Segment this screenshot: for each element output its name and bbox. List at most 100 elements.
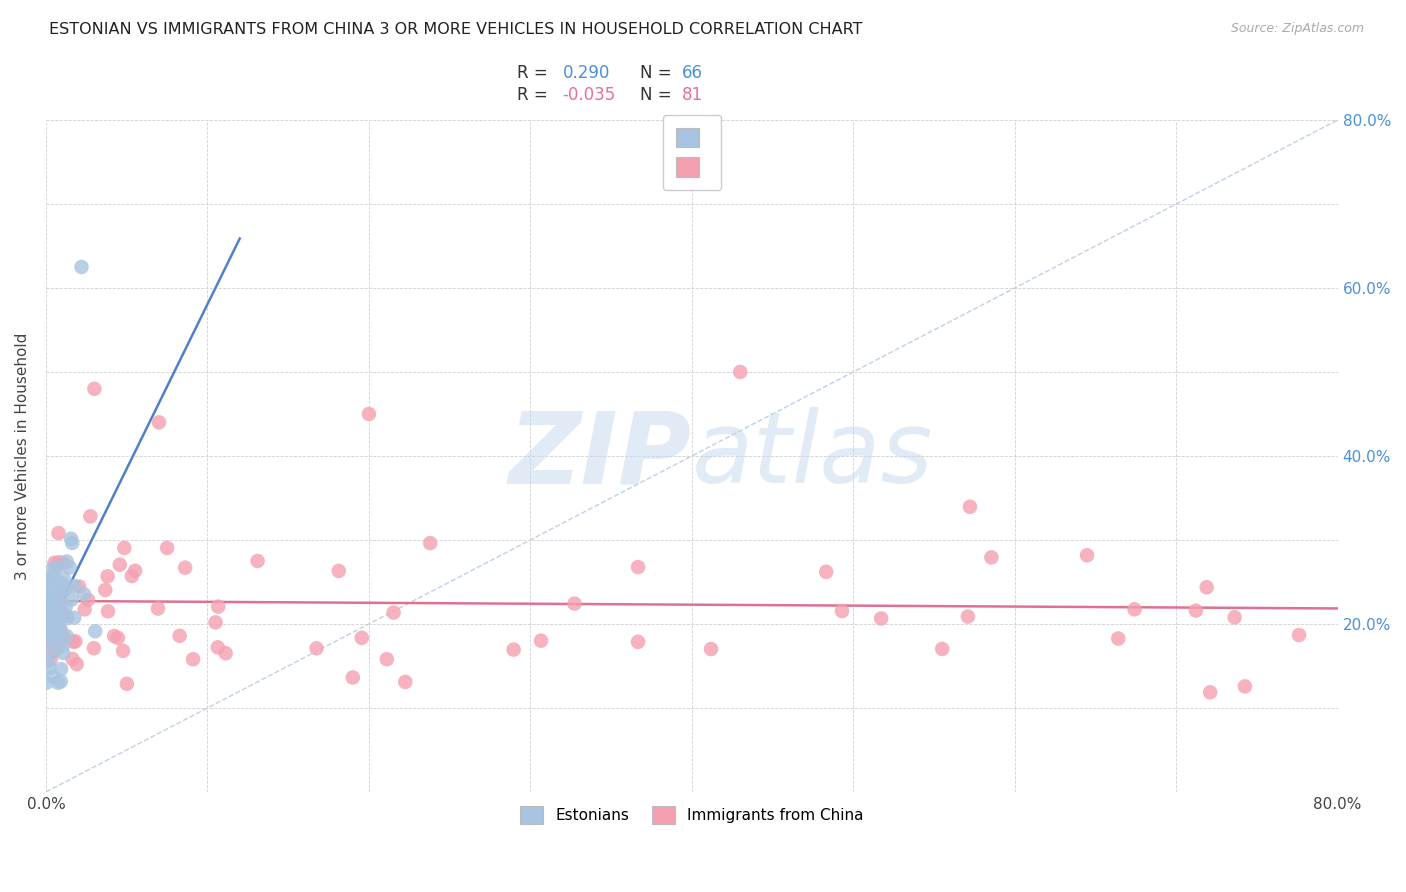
Point [148, 416, 170, 430]
Point [42, 627, 65, 641]
Point [108, 558, 131, 572]
Point [46, 575, 69, 590]
Point [1233, 679, 1256, 693]
Point [42, 607, 65, 622]
Point [115, 677, 138, 691]
Point [124, 564, 146, 578]
Point [51, 605, 73, 619]
Point [959, 500, 981, 514]
Point [45, 591, 67, 605]
Text: R =: R = [517, 64, 548, 82]
Point [37, 593, 59, 607]
Point [45, 632, 67, 646]
Point [45, 591, 67, 606]
Point [66, 657, 89, 671]
Point [931, 641, 953, 656]
Point [305, 641, 328, 656]
Point [73, 602, 96, 616]
Point [45, 587, 67, 601]
Point [44, 556, 66, 570]
Point [956, 609, 979, 624]
Point [375, 652, 398, 666]
Text: -0.035: -0.035 [562, 86, 616, 103]
Point [60, 592, 83, 607]
Point [35, 600, 58, 615]
Point [49, 598, 72, 612]
Point [1076, 549, 1098, 563]
Text: 81: 81 [682, 86, 703, 103]
Point [1123, 602, 1146, 616]
Point [35, 618, 58, 632]
Point [207, 640, 229, 655]
Point [49, 674, 72, 689]
Point [38, 619, 60, 633]
Point [42, 670, 65, 684]
Point [1223, 610, 1246, 624]
Point [146, 601, 169, 615]
Point [214, 646, 236, 660]
Point [103, 629, 125, 643]
Point [37, 591, 59, 605]
Point [55, 599, 77, 614]
Text: atlas: atlas [692, 408, 934, 505]
Point [530, 633, 553, 648]
Point [38, 634, 60, 648]
Point [55, 582, 77, 596]
Point [38, 661, 60, 675]
Point [97, 604, 120, 618]
Text: N =: N = [640, 64, 671, 82]
Point [41, 627, 63, 641]
Point [94, 582, 117, 597]
Point [79, 509, 101, 524]
Point [342, 670, 364, 684]
Text: ESTONIAN VS IMMIGRANTS FROM CHINA 3 OR MORE VEHICLES IN HOUSEHOLD CORRELATION CH: ESTONIAN VS IMMIGRANTS FROM CHINA 3 OR M… [49, 22, 863, 37]
Point [49, 624, 72, 638]
Text: 66: 66 [682, 64, 703, 82]
Point [41, 612, 63, 626]
Point [77, 592, 100, 607]
Point [83, 382, 105, 396]
Point [39, 610, 62, 624]
Point [174, 560, 197, 574]
Point [46, 620, 69, 634]
Point [815, 565, 838, 579]
Text: R =: R = [517, 86, 548, 103]
Point [35, 615, 58, 630]
Point [42, 598, 65, 612]
Point [246, 554, 269, 568]
Point [42, 561, 65, 575]
Point [207, 599, 229, 614]
Point [204, 615, 226, 630]
Point [564, 597, 586, 611]
Point [62, 634, 84, 648]
Point [1195, 580, 1218, 594]
Point [35, 621, 58, 635]
Point [700, 642, 723, 657]
Text: N =: N = [640, 86, 671, 103]
Point [62, 652, 84, 666]
Point [35, 634, 58, 648]
Point [83, 641, 105, 656]
Point [97, 569, 120, 583]
Point [52, 557, 75, 571]
Point [60, 532, 83, 546]
Text: Source: ZipAtlas.com: Source: ZipAtlas.com [1230, 22, 1364, 36]
Point [51, 624, 73, 638]
Point [35, 574, 58, 588]
Point [45, 608, 67, 623]
Point [169, 629, 191, 643]
Point [980, 550, 1002, 565]
Point [84, 624, 107, 639]
Point [52, 631, 75, 645]
Point [1185, 604, 1208, 618]
Point [37, 655, 59, 669]
Point [46, 675, 69, 690]
Point [38, 621, 60, 635]
Point [51, 610, 73, 624]
Point [56, 611, 79, 625]
Point [73, 587, 96, 601]
Point [39, 598, 62, 612]
Point [44, 625, 66, 640]
Point [51, 639, 73, 653]
Point [48, 555, 70, 569]
